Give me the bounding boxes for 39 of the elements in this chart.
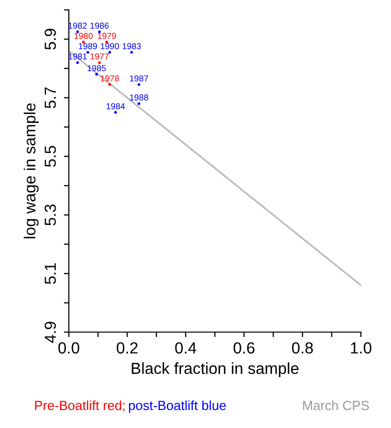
y-axis-title: log wage in sample [24, 103, 39, 238]
text: post-Boatlift blue [128, 400, 226, 413]
x-tick-label: 0.8 [292, 342, 313, 354]
annotation: 1986 [90, 22, 109, 29]
point [138, 102, 140, 105]
y-tick-label: 4.9 [44, 322, 56, 343]
x-tick-label: 0.4 [175, 342, 196, 354]
point [76, 61, 79, 64]
x-tick-label: 0.2 [116, 342, 138, 354]
annotation: 1989 [78, 43, 97, 50]
annotation: 1983 [122, 43, 141, 50]
y-tick-label: 5.3 [44, 204, 56, 226]
annotation: 1977 [90, 53, 109, 60]
x-tick-label: 0.0 [58, 342, 80, 354]
annotation: 1980 [74, 32, 93, 39]
point [138, 83, 140, 86]
y-tick-label: 5.1 [44, 263, 56, 284]
x-tick-label: 0.6 [234, 342, 254, 354]
annotation: 1979 [98, 32, 116, 39]
x-axis-title: Black fraction in sample [132, 362, 298, 378]
annotation: 1990 [100, 43, 119, 50]
y-tick-label: 5.7 [44, 87, 56, 108]
text: Pre-Boatlift red; [35, 400, 124, 412]
y-tick-label: 5.5 [44, 146, 56, 167]
point [98, 61, 101, 64]
point [114, 111, 117, 114]
point [130, 50, 133, 54]
text: March CPS [303, 400, 369, 410]
annotation: 1978 [100, 75, 119, 82]
annotation: 1984 [106, 103, 125, 110]
annotation: 1988 [130, 94, 148, 101]
y-tick-label: 5.9 [44, 28, 56, 50]
annotation: 1985 [88, 65, 106, 72]
point [108, 83, 112, 86]
point [95, 72, 98, 76]
annotation: 1987 [130, 75, 148, 82]
point [108, 50, 112, 54]
point [86, 50, 90, 54]
x-tick-label: 1.0 [351, 342, 372, 354]
